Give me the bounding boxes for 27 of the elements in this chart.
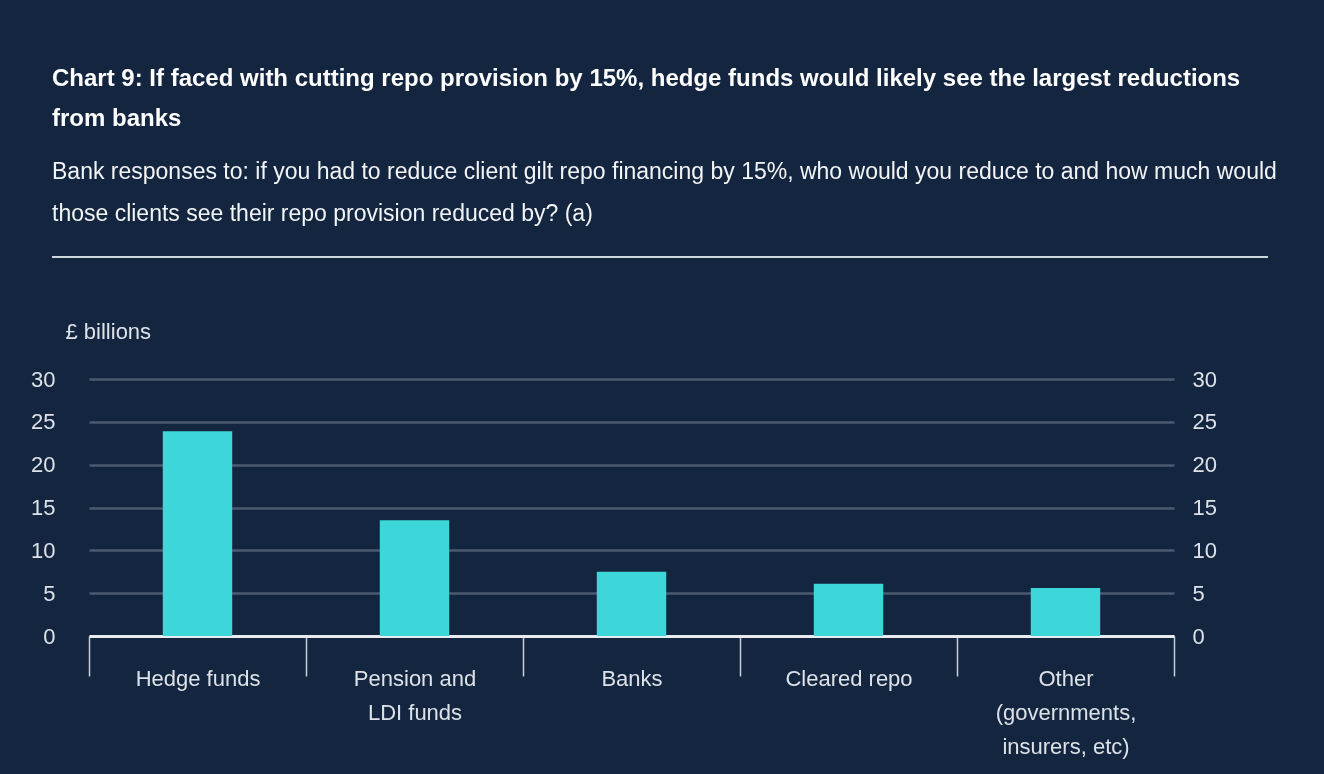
x-tick-label: Banks — [601, 665, 663, 691]
bar — [813, 583, 884, 636]
y2-tick-label: 20 — [1192, 452, 1217, 478]
y2-tick-label: 5 — [1192, 580, 1205, 606]
y2-tick-label: 25 — [1192, 409, 1217, 435]
y-tick-label: 25 — [31, 409, 56, 435]
y2-tick-label: 15 — [1192, 495, 1217, 520]
bar — [1030, 588, 1101, 636]
chart-title: Chart 9: If faced with cutting repo provision by 15%, hedge funds would likely see the largest reductions from banks — [52, 63, 1242, 133]
bar — [379, 520, 450, 636]
y-tick-label: 15 — [31, 495, 56, 520]
y2-tick-label: 0 — [1192, 623, 1205, 649]
y-tick-label: 20 — [31, 452, 56, 478]
bar — [162, 431, 233, 636]
y-tick-label: 10 — [31, 537, 56, 563]
x-tick-label: Cleared repo — [785, 665, 913, 691]
bar — [596, 571, 667, 636]
x-tick-label: Hedge funds — [135, 665, 261, 691]
chart-subtitle: Bank responses to: if you had to reduce client gilt repo financing by 15%, who would you reduce to and how much would those clients see their repo provision reduced by? (a) — [52, 157, 1278, 228]
y2-tick-label: 30 — [1192, 366, 1217, 392]
y2-tick-label: 10 — [1192, 537, 1217, 563]
y-axis-title: £ billions — [65, 318, 152, 344]
y-tick-label: 5 — [43, 580, 56, 606]
y-tick-label: 30 — [31, 366, 56, 392]
x-tick-label: Pension and LDI funds — [353, 665, 477, 725]
x-tick-label: Other (governments, insurers, etc) — [995, 665, 1137, 759]
y-tick-label: 0 — [43, 623, 56, 649]
